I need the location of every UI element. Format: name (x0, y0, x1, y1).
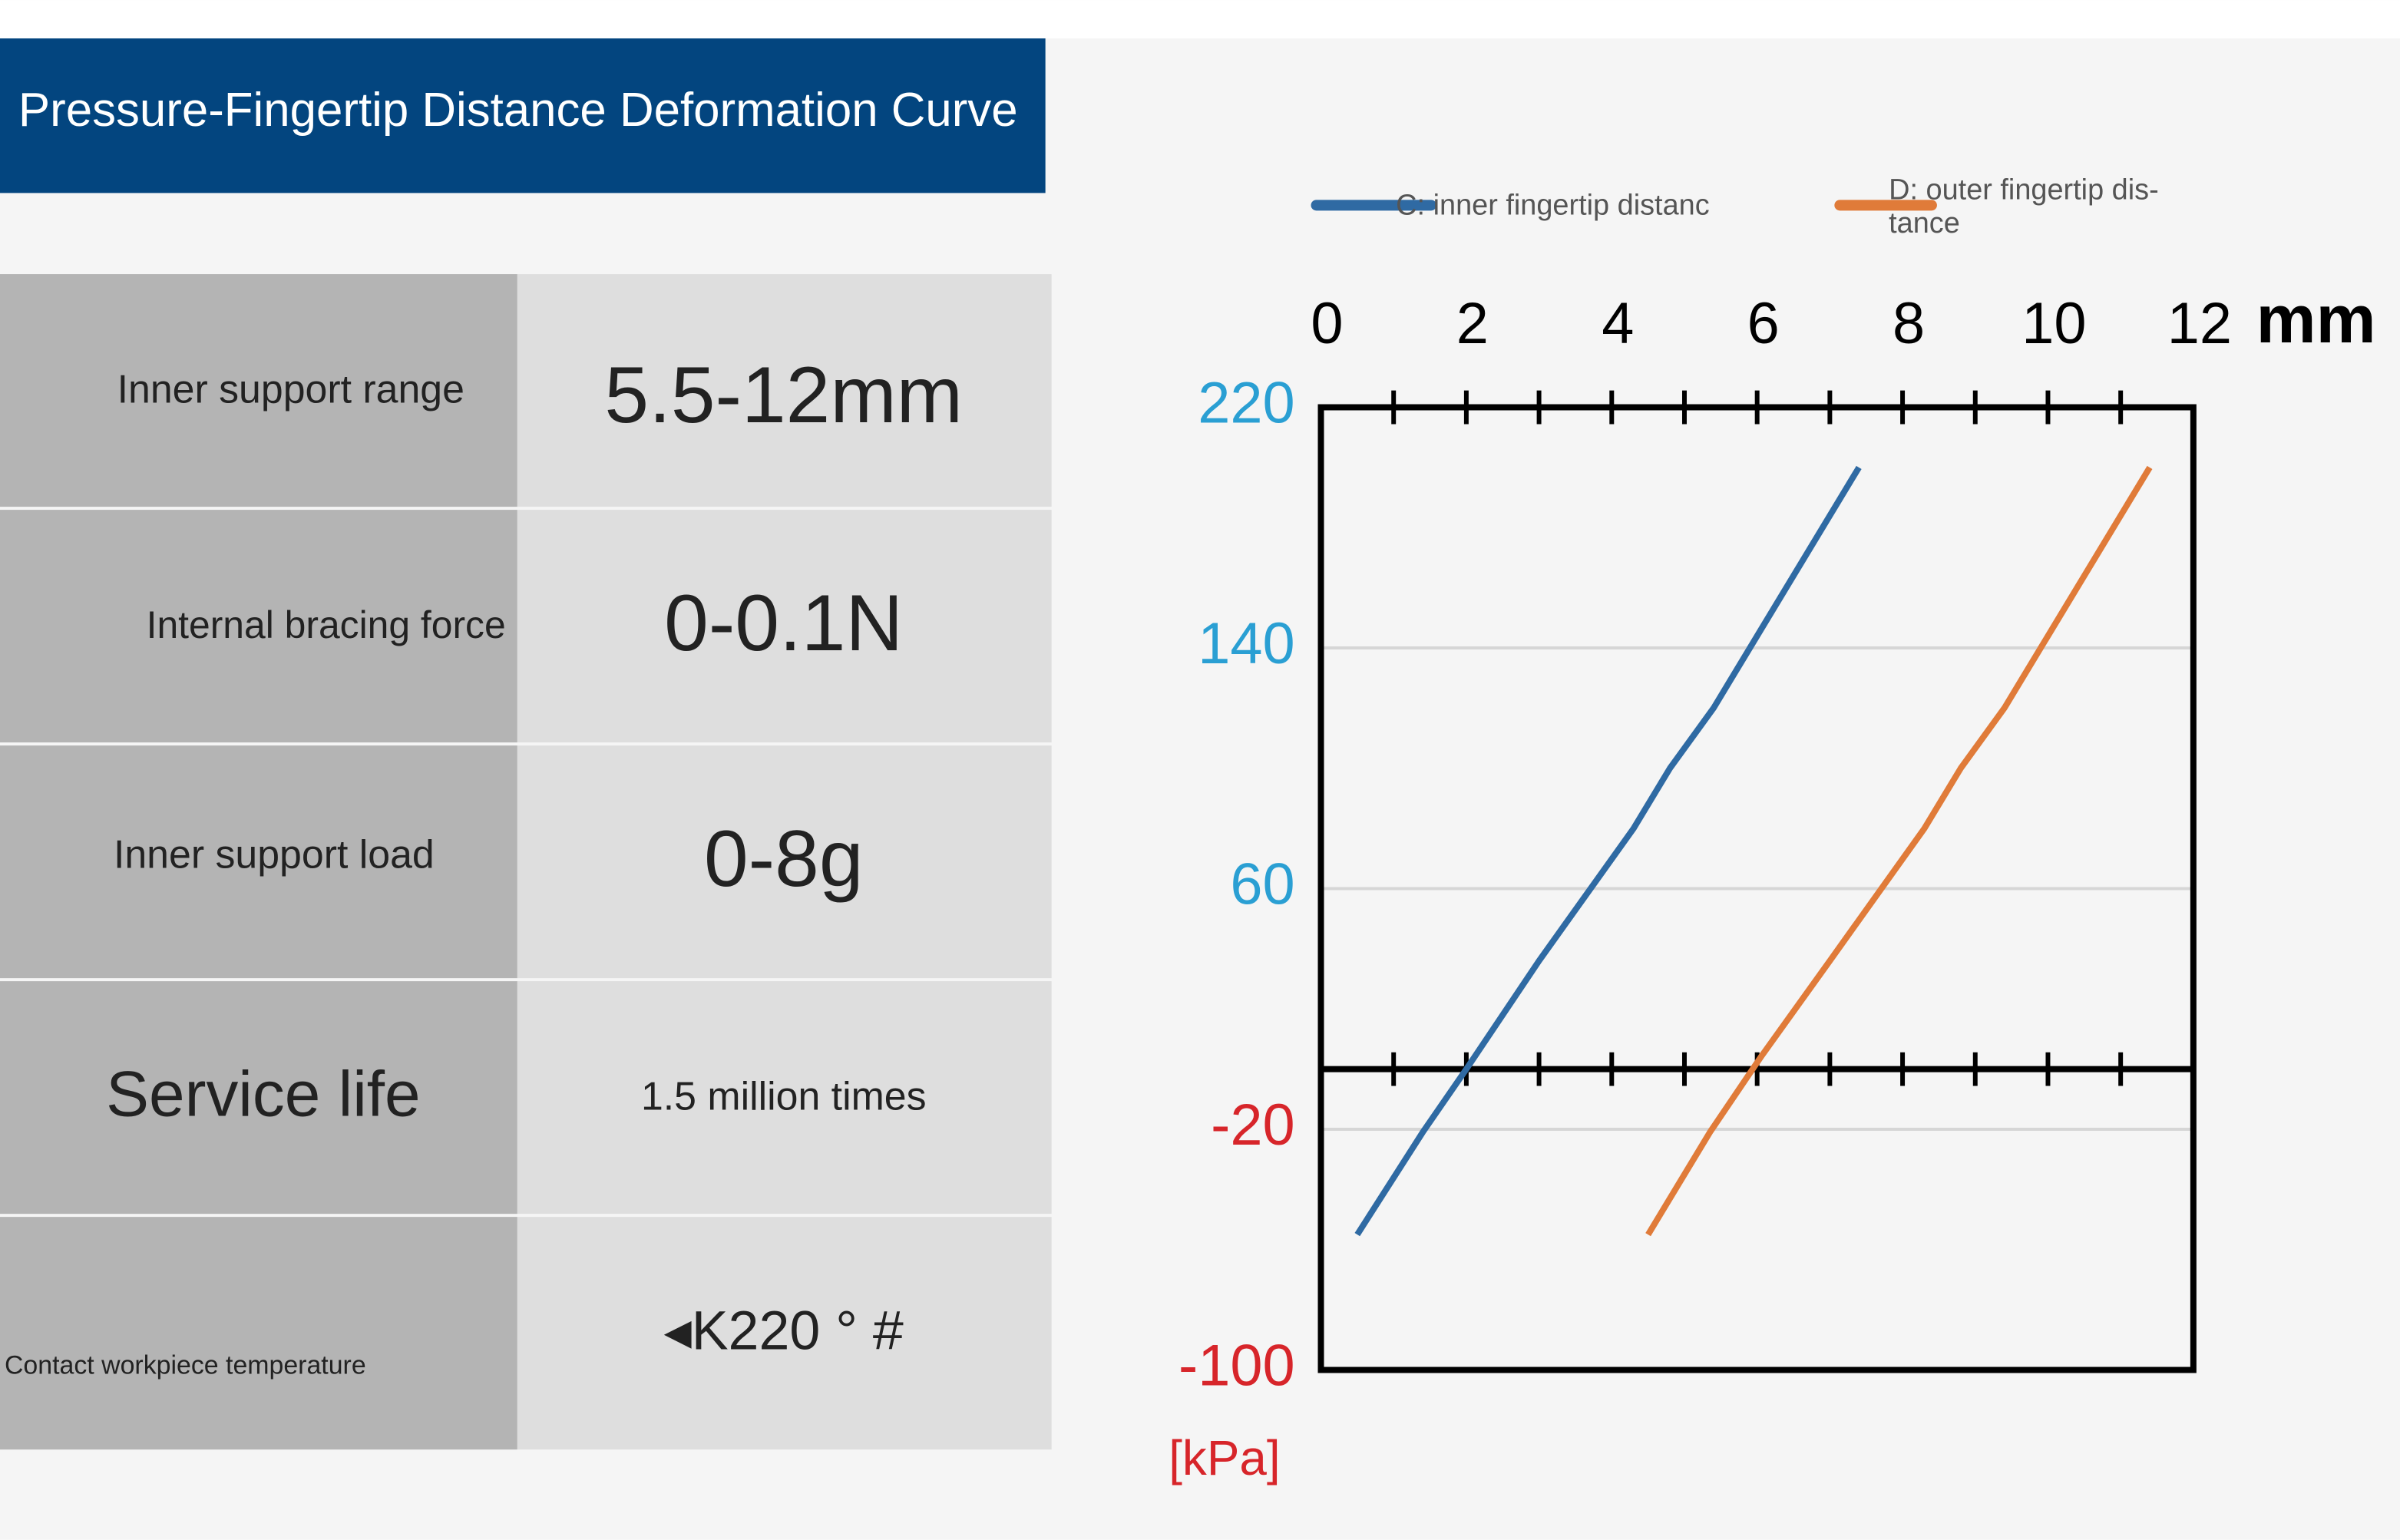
row-label: Inner support load (114, 831, 435, 876)
x-tick-label: 0 (1311, 291, 1343, 356)
y-axis-label: [kPa] (1169, 1430, 1280, 1485)
top-strip (0, 0, 2400, 39)
x-axis-label: mm (2256, 282, 2376, 357)
legend-label: C: inner fingertip distance (1396, 190, 1710, 223)
value-cell (517, 274, 1052, 507)
x-tick-label: 2 (1456, 291, 1489, 356)
label-cell (0, 274, 517, 507)
x-tick-label: 12 (2167, 291, 2232, 356)
row-value: 5.5-12mm (604, 350, 963, 439)
label-cell (0, 1217, 517, 1450)
y-tick-label: 60 (1230, 852, 1294, 917)
value-cell (517, 510, 1052, 743)
row-value: 0-0.1N (664, 578, 903, 667)
spec-table: Inner support range 5.5-12mm Internal brac… (0, 274, 1052, 1450)
value-cell (517, 745, 1052, 979)
header-bar (0, 38, 1046, 193)
chart: 220 140 60 -20 -100 0 2 4 6 8 10 12 mm [kPa] C: inner … (1169, 174, 2375, 1485)
x-tick-label: 10 (2021, 291, 2086, 356)
label-cell (0, 745, 517, 979)
header-title: Pressure-Fingertip Distance Deformation … (18, 84, 1018, 137)
row-label: Service life (106, 1058, 420, 1130)
x-tick-label: 6 (1747, 291, 1780, 356)
value-cell (517, 981, 1052, 1214)
y-tick-label: -20 (1211, 1092, 1294, 1158)
row-label: Internal bracing force (147, 603, 506, 646)
y-tick-label: 220 (1198, 371, 1294, 436)
legend-entry: D: outer fingertip dis-tance (1889, 174, 2159, 241)
label-cell (0, 510, 517, 743)
row-value: 0-8g (704, 814, 863, 903)
label-cell (0, 981, 517, 1214)
legend-entry: C: inner fingertip distance (1396, 190, 1710, 223)
series-line (1645, 465, 2153, 1237)
x-tick-label: 8 (1893, 291, 1925, 356)
row-label: Contact workpiece temperature (5, 1350, 366, 1380)
y-tick-label: -100 (1179, 1333, 1295, 1399)
row-label: Inner support range (117, 366, 464, 411)
series-line (1354, 465, 1862, 1237)
row-value: ◂K220 ° # (664, 1300, 904, 1362)
row-value: 1.5 million times (641, 1073, 927, 1118)
y-tick-label: 140 (1198, 611, 1294, 676)
value-cell (517, 1217, 1052, 1450)
x-tick-label: 4 (1602, 291, 1634, 356)
legend-label: D: outer fingertip dis-tance (1889, 174, 2159, 241)
